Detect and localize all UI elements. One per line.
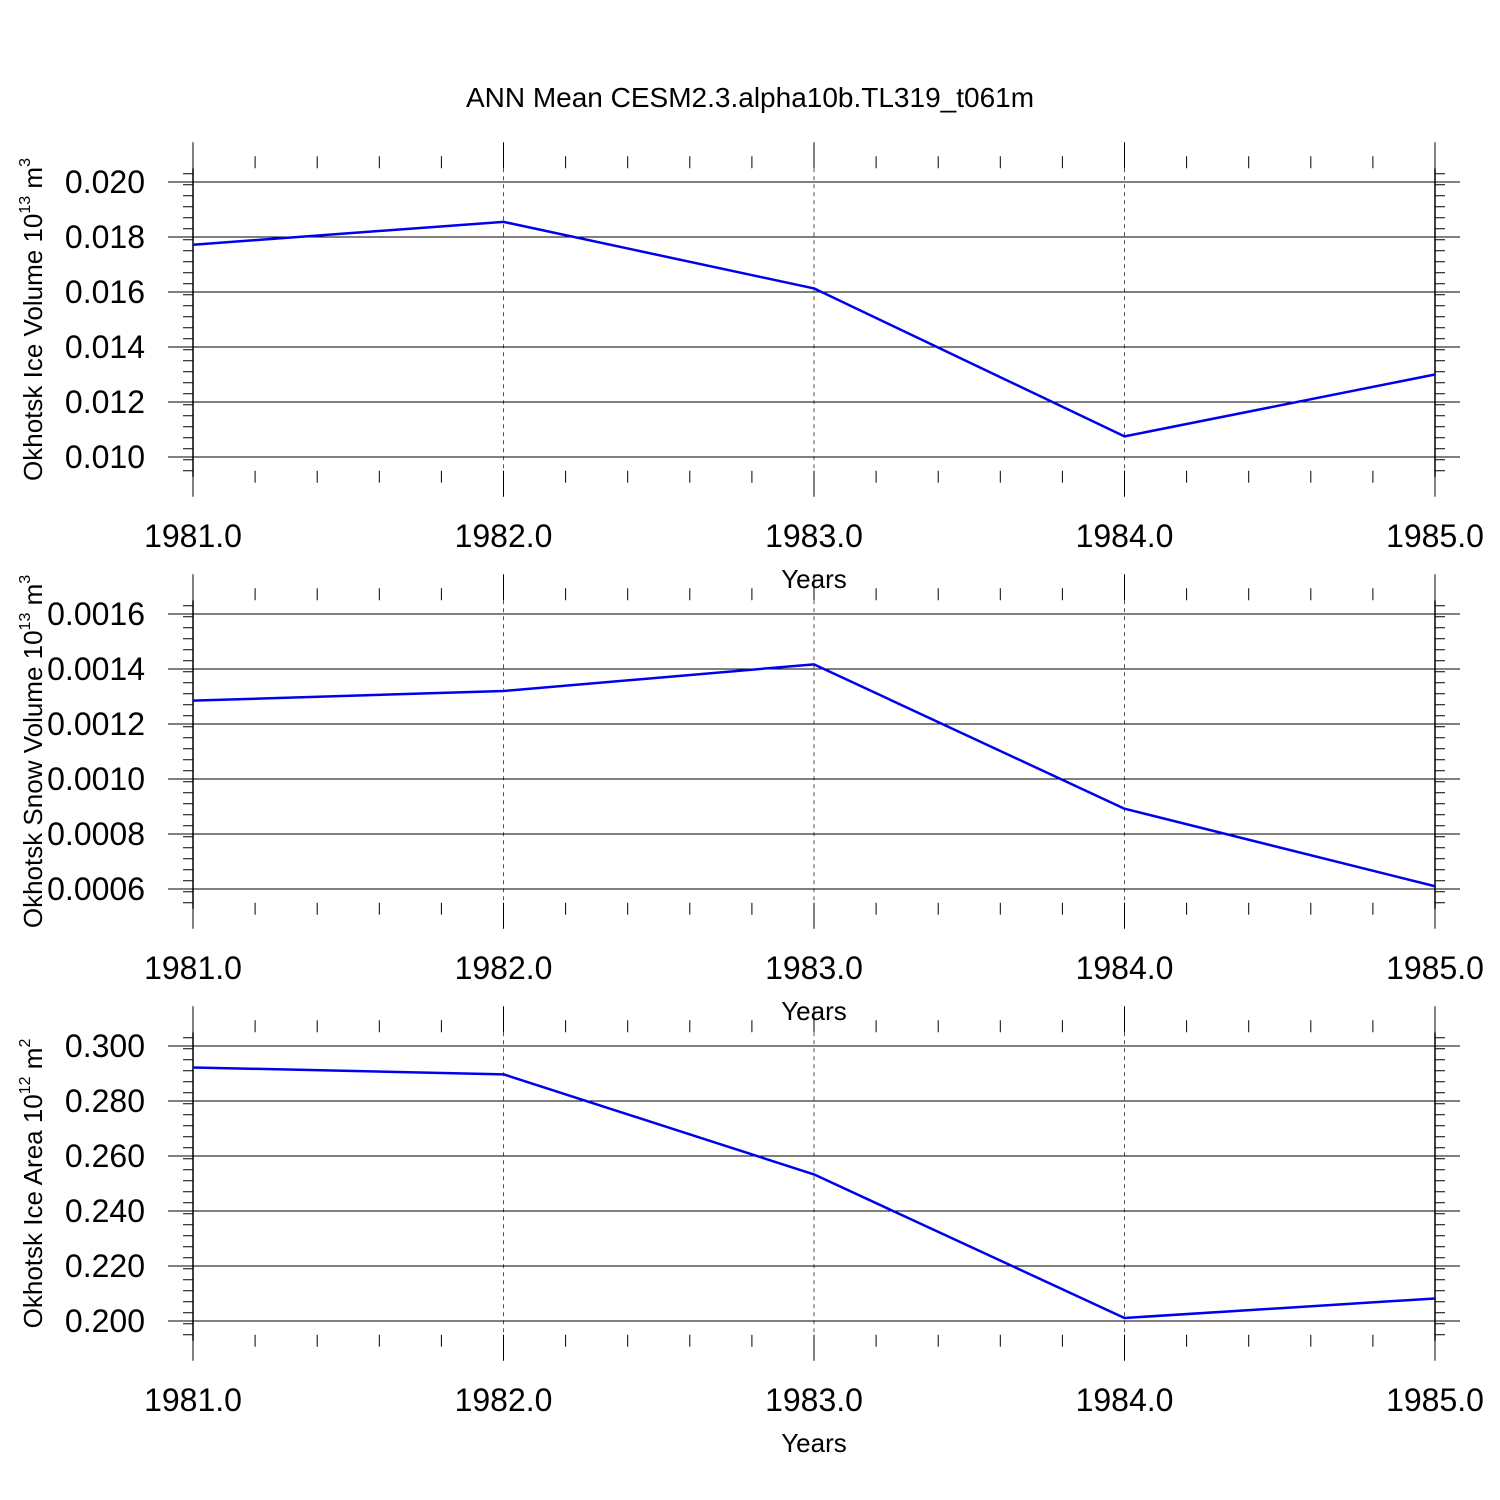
y-tick-label: 0.018 xyxy=(65,219,145,255)
y-label-exponent: 12 xyxy=(17,1076,34,1094)
x-tick-label: 1983.0 xyxy=(765,1382,863,1418)
y-tick-label: 0.014 xyxy=(65,329,145,365)
x-tick-label: 1985.0 xyxy=(1386,950,1484,986)
y-label-text: Okhotsk Ice Volume 10 xyxy=(18,214,48,481)
y-label-exponent: 13 xyxy=(17,196,34,214)
y-label-unit: m xyxy=(18,584,48,613)
x-tick-label: 1985.0 xyxy=(1386,518,1484,554)
y-tick-label: 0.240 xyxy=(65,1193,145,1229)
y-label-unit-exponent: 2 xyxy=(17,1039,34,1048)
x-tick-label: 1981.0 xyxy=(144,950,242,986)
y-tick-label: 0.020 xyxy=(65,164,145,200)
x-tick-label: 1984.0 xyxy=(1076,1382,1174,1418)
y-tick-label: 0.016 xyxy=(65,274,145,310)
x-tick-label: 1981.0 xyxy=(144,1382,242,1418)
x-tick-label: 1982.0 xyxy=(455,950,553,986)
x-axis-label: Years xyxy=(781,1428,847,1458)
y-label-unit: m xyxy=(18,1048,48,1077)
y-tick-label: 0.260 xyxy=(65,1138,145,1174)
y-tick-label: 0.0006 xyxy=(47,871,145,907)
figure-title: ANN Mean CESM2.3.alpha10b.TL319_t061m xyxy=(466,82,1034,113)
x-tick-label: 1982.0 xyxy=(455,518,553,554)
panels: 0.010 0.012 0.014 0.016 0.018 0.020 1981.0 1982… xyxy=(17,142,1484,1458)
x-tick-label: 1984.0 xyxy=(1076,518,1174,554)
y-tick-label: 0.220 xyxy=(65,1248,145,1284)
y-tick-label: 0.0012 xyxy=(47,706,145,742)
x-tick-label: 1985.0 xyxy=(1386,1382,1484,1418)
y-tick-label: 0.200 xyxy=(65,1303,145,1339)
x-tick-label: 1981.0 xyxy=(144,518,242,554)
y-tick-label: 0.010 xyxy=(65,439,145,475)
y-tick-label: 0.280 xyxy=(65,1083,145,1119)
y-label-unit: m xyxy=(18,167,48,196)
y-label-text: Okhotsk Ice Area 10 xyxy=(18,1094,48,1328)
y-tick-label: 0.300 xyxy=(65,1028,145,1064)
y-tick-label: 0.0008 xyxy=(47,816,145,852)
y-label-text: Okhotsk Snow Volume 10 xyxy=(18,630,48,928)
y-label-unit-exponent: 3 xyxy=(17,575,34,584)
y-label-unit-exponent: 3 xyxy=(17,158,34,167)
y-tick-label: 0.0016 xyxy=(47,596,145,632)
y-label-exponent: 13 xyxy=(17,613,34,631)
y-axis-label: Okhotsk Snow Volume 1013 m3 xyxy=(17,575,48,928)
y-axis-label: Okhotsk Ice Area 1012 m2 xyxy=(17,1039,48,1329)
y-axis-label: Okhotsk Ice Volume 1013 m3 xyxy=(17,158,48,481)
x-tick-label: 1983.0 xyxy=(765,950,863,986)
y-tick-label: 0.0010 xyxy=(47,761,145,797)
x-tick-label: 1983.0 xyxy=(765,518,863,554)
x-tick-label: 1982.0 xyxy=(455,1382,553,1418)
y-tick-label: 0.012 xyxy=(65,384,145,420)
x-tick-label: 1984.0 xyxy=(1076,950,1174,986)
panel-2: 0.0006 0.0008 0.0010 0.0012 0.0014 0.0016 1981… xyxy=(17,574,1484,1026)
panel-3: 0.200 0.220 0.240 0.260 0.280 0.300 1981.0 1982… xyxy=(17,1006,1484,1458)
panel-1: 0.010 0.012 0.014 0.016 0.018 0.020 1981.0 1982… xyxy=(17,142,1484,594)
y-tick-label: 0.0014 xyxy=(47,651,145,687)
